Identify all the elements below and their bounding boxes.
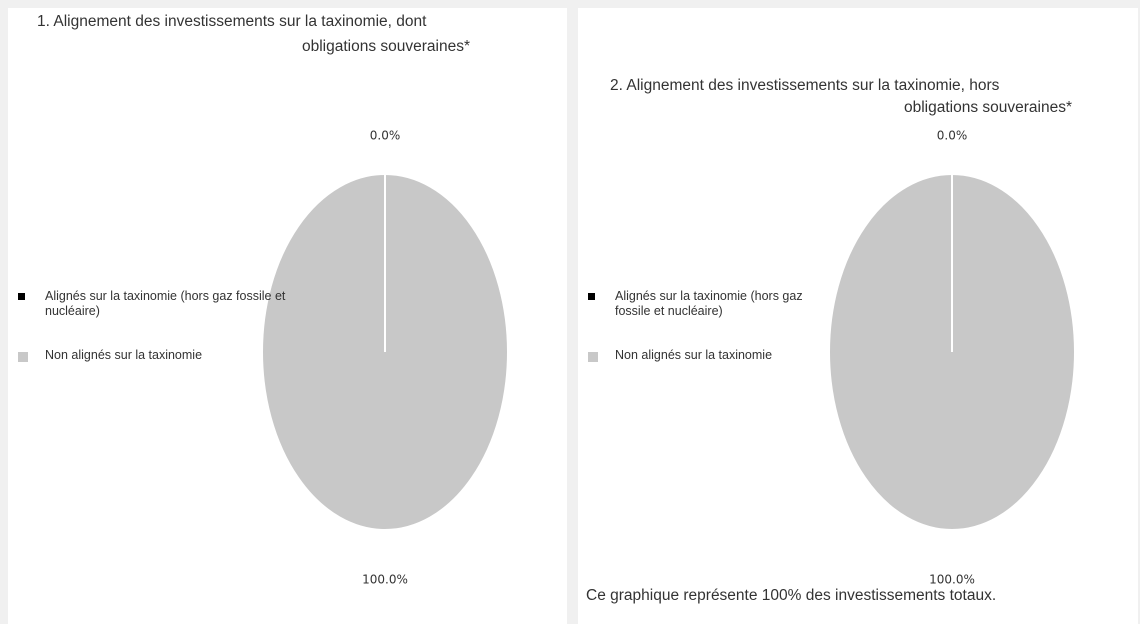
chart-title: 2. Alignement des investissements sur la…: [610, 77, 1000, 94]
legend-label: Non alignés sur la taxinomie: [615, 348, 773, 362]
chart-title: obligations souveraines*: [302, 38, 470, 55]
value-label: 0.0%: [370, 129, 401, 143]
legend-label-box: Alignés sur la taxinomie (hors gaz fossi…: [615, 289, 803, 318]
chart-note: Ce graphique représente 100% des investi…: [586, 587, 997, 604]
legend-label-box: Non alignés sur la taxinomie: [615, 348, 773, 362]
value-label: 0.0%: [937, 129, 968, 143]
legend-swatch: [588, 352, 598, 362]
chart-note-box: Ce graphique représente 100% des investi…: [586, 587, 997, 604]
legend-label-box: Alignés sur la taxinomie (hors gaz fossi…: [45, 289, 286, 318]
value-label: 100.0%: [929, 573, 975, 587]
legend-swatch: [18, 352, 28, 362]
chart-title: obligations souveraines*: [904, 99, 1072, 116]
legend-label-box: Non alignés sur la taxinomie: [45, 348, 203, 362]
value-label: 100.0%: [362, 573, 408, 587]
legend-swatch: [588, 293, 595, 300]
legend-label: Alignés sur la taxinomie (hors gaz fossi…: [45, 289, 286, 318]
chart-title: 1. Alignement des investissements sur la…: [37, 13, 427, 30]
legend-label: Alignés sur la taxinomie (hors gaz fossi…: [615, 289, 803, 318]
legend-label: Non alignés sur la taxinomie: [45, 348, 203, 362]
legend-swatch: [18, 293, 25, 300]
